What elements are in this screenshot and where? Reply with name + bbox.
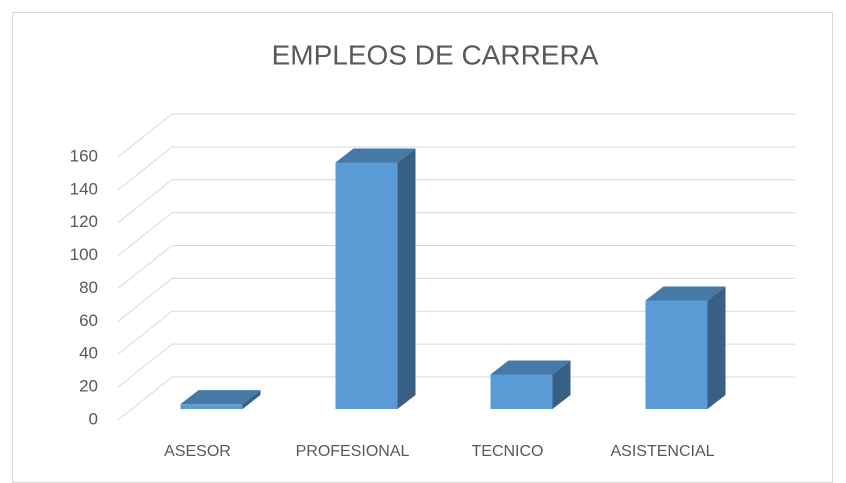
bar-front xyxy=(490,374,553,409)
bar-top xyxy=(645,286,726,301)
bar-top xyxy=(335,148,416,163)
bar xyxy=(490,360,571,409)
y-tick-label: 20 xyxy=(79,377,98,396)
y-tick-label: 120 xyxy=(70,212,98,231)
grid-line xyxy=(117,212,795,257)
grid-line xyxy=(117,376,795,421)
bar xyxy=(335,148,416,409)
y-tick-label: 60 xyxy=(79,311,98,330)
grid-line xyxy=(117,343,795,388)
y-tick-label: 140 xyxy=(70,179,98,198)
x-tick-label: ASISTENCIAL xyxy=(610,443,714,460)
grid-line xyxy=(117,113,795,158)
y-tick-label: 80 xyxy=(79,278,98,297)
x-tick-label: PROFESIONAL xyxy=(296,443,410,460)
bar-side xyxy=(397,148,416,409)
bar-top xyxy=(490,360,571,375)
bar-side xyxy=(552,360,571,409)
y-tick-label: 160 xyxy=(70,146,98,165)
chart-title: EMPLEOS DE CARRERA xyxy=(272,39,599,70)
bar xyxy=(645,286,726,409)
bar-front xyxy=(645,300,708,409)
grid-line xyxy=(117,179,795,224)
bar-front xyxy=(335,162,398,409)
bar-top xyxy=(180,390,261,405)
bar-side xyxy=(242,390,261,409)
grid-line xyxy=(117,310,795,355)
bar-side xyxy=(707,286,726,409)
chart-border xyxy=(12,12,833,483)
x-tick-label: ASESOR xyxy=(164,443,231,460)
y-tick-label: 100 xyxy=(70,245,98,264)
grid-line xyxy=(117,245,795,289)
bar-front xyxy=(180,404,243,409)
y-tick-label: 40 xyxy=(79,344,98,363)
bar xyxy=(180,390,261,409)
grid-line xyxy=(117,277,795,322)
x-tick-label: TECNICO xyxy=(472,443,544,460)
y-tick-label: 0 xyxy=(89,409,98,428)
grid-line xyxy=(117,146,795,191)
